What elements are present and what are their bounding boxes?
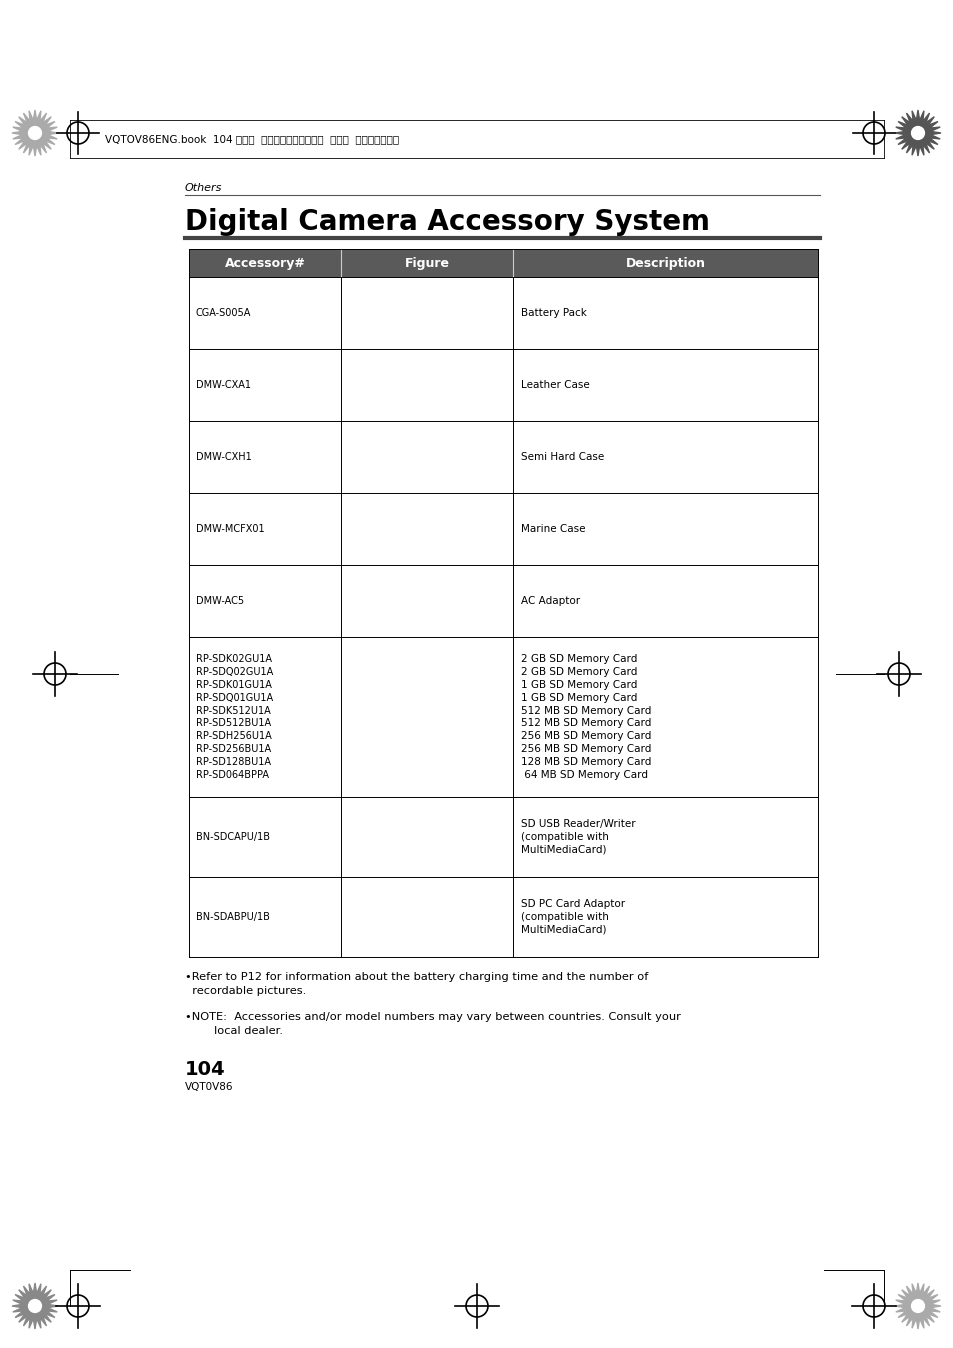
Text: Leather Case: Leather Case [520, 380, 589, 390]
Circle shape [29, 127, 41, 139]
Text: VQT0V86: VQT0V86 [185, 1082, 233, 1092]
Text: Accessory#: Accessory# [224, 256, 305, 270]
Text: Semi Hard Case: Semi Hard Case [520, 452, 603, 462]
Text: Digital Camera Accessory System: Digital Camera Accessory System [185, 208, 709, 236]
Polygon shape [894, 111, 940, 156]
Text: DMW-CXH1: DMW-CXH1 [195, 452, 252, 462]
Text: RP-SDK02GU1A
RP-SDQ02GU1A
RP-SDK01GU1A
RP-SDQ01GU1A
RP-SDK512U1A
RP-SD512BU1A
RP: RP-SDK02GU1A RP-SDQ02GU1A RP-SDK01GU1A R… [195, 654, 273, 779]
Text: Others: Others [185, 183, 222, 193]
Polygon shape [894, 1283, 940, 1329]
Text: •NOTE:  Accessories and/or model numbers may vary between countries. Consult you: •NOTE: Accessories and/or model numbers … [185, 1012, 680, 1037]
Bar [189, 249, 817, 276]
Text: DMW-MCFX01: DMW-MCFX01 [195, 524, 264, 534]
Text: Figure: Figure [404, 256, 449, 270]
Text: 2 GB SD Memory Card
2 GB SD Memory Card
1 GB SD Memory Card
1 GB SD Memory Card
: 2 GB SD Memory Card 2 GB SD Memory Card … [520, 654, 651, 779]
Text: Description: Description [625, 256, 705, 270]
Text: Battery Pack: Battery Pack [520, 307, 586, 318]
Text: BN-SDABPU/1B: BN-SDABPU/1B [195, 913, 270, 922]
Text: 104: 104 [185, 1060, 226, 1078]
Polygon shape [12, 111, 58, 156]
Text: DMW-CXA1: DMW-CXA1 [195, 380, 251, 390]
Text: CGA-S005A: CGA-S005A [195, 307, 251, 318]
Text: BN-SDCAPU/1B: BN-SDCAPU/1B [195, 832, 270, 842]
Text: Marine Case: Marine Case [520, 524, 585, 534]
Circle shape [911, 127, 923, 139]
Text: SD PC Card Adaptor
(compatible with
MultiMediaCard): SD PC Card Adaptor (compatible with Mult… [520, 899, 624, 934]
Text: VQTOV86ENG.book  104 ページ  ２００６年１月３０日  月曜日  午前９時４６分: VQTOV86ENG.book 104 ページ ２００６年１月３０日 月曜日 午… [105, 133, 398, 144]
Polygon shape [12, 1283, 58, 1329]
Text: •Refer to P12 for information about the battery charging time and the number of
: •Refer to P12 for information about the … [185, 972, 648, 996]
Text: AC Adaptor: AC Adaptor [520, 596, 579, 607]
Circle shape [29, 1299, 41, 1313]
Text: DMW-AC5: DMW-AC5 [195, 596, 244, 607]
Text: SD USB Reader/Writer
(compatible with
MultiMediaCard): SD USB Reader/Writer (compatible with Mu… [520, 820, 635, 855]
Circle shape [911, 1299, 923, 1313]
